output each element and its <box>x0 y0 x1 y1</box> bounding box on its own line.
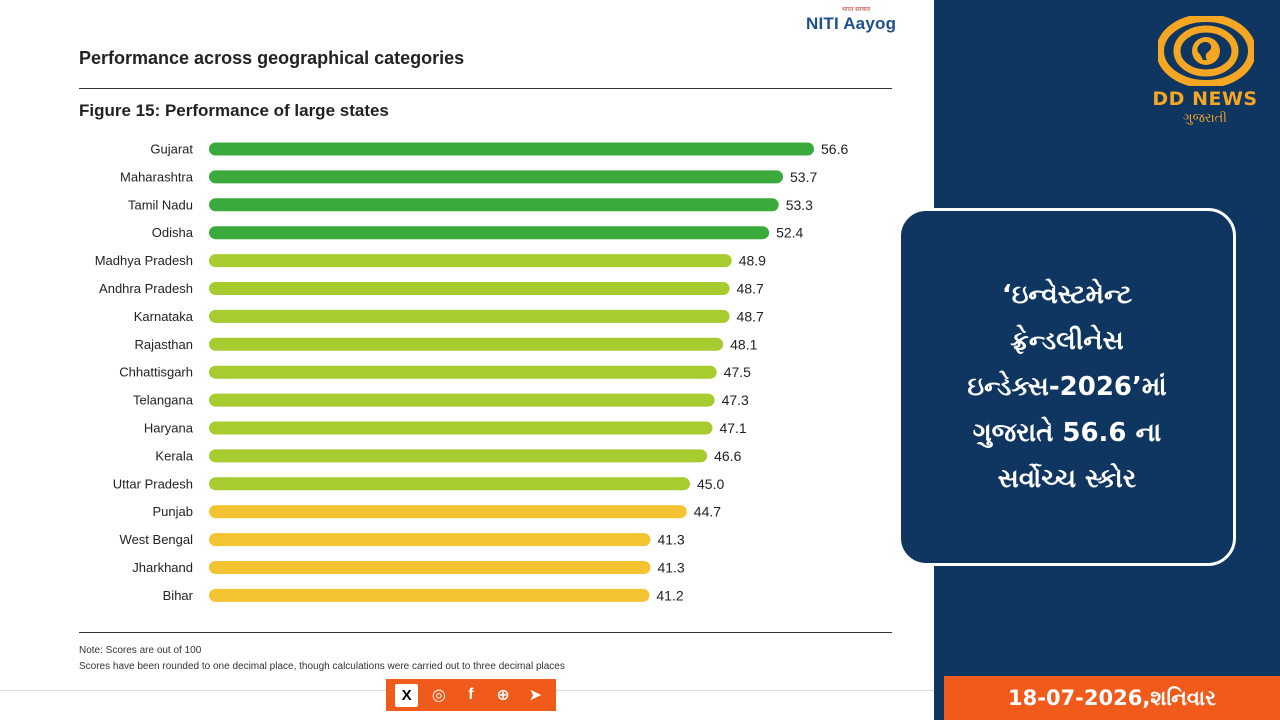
category-label: Telangana <box>133 393 194 408</box>
value-label: 48.7 <box>737 281 764 297</box>
value-label: 53.7 <box>790 169 817 185</box>
telegram-icon[interactable]: ➤ <box>528 687 542 704</box>
bar <box>209 337 724 351</box>
category-label: Andhra Pradesh <box>99 281 193 296</box>
bar <box>209 588 650 602</box>
value-label: 47.1 <box>719 420 746 436</box>
dd-news-logo-icon <box>1158 16 1254 86</box>
bar <box>209 282 730 295</box>
bar <box>209 170 784 184</box>
headline-line-5: સર્વોચ્ચ સ્કોર <box>997 464 1137 494</box>
web-icon[interactable]: ⊕ <box>496 687 510 704</box>
section-title: Performance across geographical categori… <box>79 48 465 68</box>
bar <box>209 142 814 156</box>
bar <box>209 254 732 268</box>
channel-sub: ગુજરાતી <box>1182 111 1228 126</box>
value-label: 45.0 <box>697 476 724 492</box>
headline-line-1: ‘ઇન્વેસ્ટમેન્ટ <box>1001 280 1133 310</box>
headline-line-4: ગુજરાતે 56.6 ના <box>972 418 1162 448</box>
bar <box>209 533 651 547</box>
value-label: 46.6 <box>714 448 741 464</box>
value-label: 52.4 <box>776 225 803 241</box>
bar <box>209 198 779 212</box>
bar <box>209 393 715 407</box>
bar <box>209 505 687 519</box>
category-label: Uttar Pradesh <box>113 476 193 491</box>
category-label: Jharkhand <box>132 560 193 575</box>
value-label: 48.9 <box>739 253 766 269</box>
value-label: 41.3 <box>657 560 684 576</box>
bar <box>209 561 651 574</box>
category-label: Rajasthan <box>134 337 193 352</box>
category-label: Odisha <box>152 225 194 240</box>
facebook-icon[interactable]: f <box>468 686 474 703</box>
value-label: 47.5 <box>724 364 751 380</box>
category-label: Punjab <box>153 504 193 519</box>
category-label: Bihar <box>163 588 194 603</box>
value-label: 47.3 <box>722 392 749 408</box>
figure-title: Figure 15: Performance of large states <box>79 101 389 120</box>
channel-name: DD NEWS <box>1152 88 1258 110</box>
value-label: 56.6 <box>821 141 848 157</box>
headline-card: ‘ઇન્વેસ્ટમેન્ટ ફ્રેન્ડલીનેસ ઇન્ડેક્સ-202… <box>898 208 1236 566</box>
category-label: Maharashtra <box>120 169 194 184</box>
top-rule <box>79 88 892 89</box>
bar <box>209 309 730 323</box>
category-label: Karnataka <box>134 309 194 324</box>
note-line-2: Scores have been rounded to one decimal … <box>79 661 565 672</box>
niti-aayog-logo: भारत सरकार NITI Aayog <box>806 6 906 34</box>
social-bar: X ◎ f ⊕ ➤ <box>386 679 556 711</box>
niti-name: NITI Aayog <box>806 14 897 33</box>
category-label: Gujarat <box>150 142 193 157</box>
instagram-icon[interactable]: ◎ <box>431 687 446 704</box>
note-line-1: Note: Scores are out of 100 <box>79 645 202 656</box>
headline-line-3: ઇન્ડેક્સ-2026’માં <box>967 372 1167 402</box>
value-label: 48.7 <box>737 308 764 324</box>
value-label: 41.2 <box>656 587 683 603</box>
chart-panel: भारत सरकार NITI Aayog Performance across… <box>0 6 934 711</box>
category-label: Madhya Pradesh <box>95 253 193 268</box>
date-bar: 18-07-2026,શનિવાર <box>944 676 1280 720</box>
bar <box>209 421 713 435</box>
bar-chart: Gujarat 56.6 Maharashtra 53.7 Tamil Nadu 53.3… <box>95 141 849 603</box>
category-label: West Bengal <box>120 532 194 547</box>
value-label: 48.1 <box>730 336 757 352</box>
category-label: Haryana <box>144 421 194 436</box>
bar <box>209 365 717 379</box>
value-label: 44.7 <box>694 504 721 520</box>
bottom-rule <box>79 632 892 633</box>
headline-line-2: ફ્રેન્ડલીનેસ <box>1010 326 1124 356</box>
x-twitter-icon[interactable]: X <box>395 683 419 707</box>
bar <box>209 226 770 240</box>
category-label: Chhattisgarh <box>119 365 193 380</box>
category-label: Tamil Nadu <box>128 197 193 212</box>
value-label: 53.3 <box>786 197 813 213</box>
bar <box>209 477 691 491</box>
category-label: Kerala <box>155 448 193 463</box>
bar <box>209 449 708 463</box>
headline: ‘ઇન્વેસ્ટમેન્ટ ફ્રેન્ડલીનેસ ઇન્ડેક્સ-202… <box>917 272 1217 502</box>
value-label: 41.3 <box>657 532 684 548</box>
niti-tagline: भारत सरकार <box>841 7 871 13</box>
